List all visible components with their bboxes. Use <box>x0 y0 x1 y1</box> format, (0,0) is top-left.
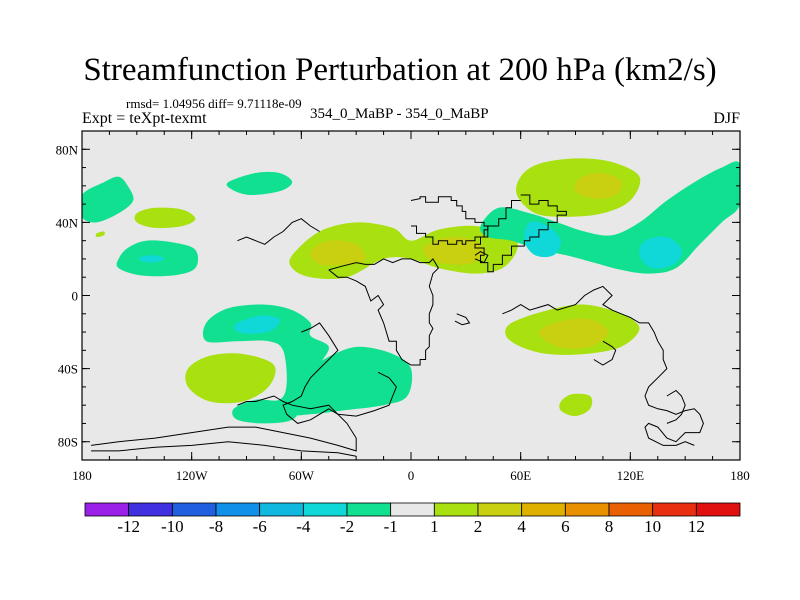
colorbar-label: 10 <box>644 517 661 536</box>
colorbar-box-12 <box>608 502 654 517</box>
coastline-10 <box>474 251 489 264</box>
y-tick-label: 80N <box>56 142 79 157</box>
colorbar-box-7 <box>390 502 435 517</box>
x-tick-label: 180 <box>72 468 92 483</box>
y-tick-label: 40N <box>56 215 79 230</box>
colorbar-box-10 <box>521 502 566 517</box>
colorbar-label: -4 <box>296 517 311 536</box>
x-tick-label: 0 <box>408 468 415 483</box>
colorbar-box-9 <box>477 502 523 517</box>
plot-background <box>82 131 740 460</box>
coastline-9 <box>454 313 471 326</box>
colorbar-label: -1 <box>384 517 398 536</box>
colorbar-box-2 <box>171 502 217 517</box>
y-tick-label: 40S <box>58 362 78 377</box>
colorbar-box-4 <box>259 502 304 517</box>
y-tick-label: 80S <box>58 435 78 450</box>
contour-region-12 <box>524 221 562 258</box>
plot-area <box>82 131 740 460</box>
colorbar-label: 12 <box>688 517 705 536</box>
colorbar-box-8 <box>433 502 479 517</box>
x-tick-label: 120E <box>617 468 645 483</box>
contour-region-0 <box>82 176 134 223</box>
coastline-8 <box>593 340 617 366</box>
axis-ticks: 180 120W 60W 0 60E 120E 180 80N 40N 0 40S 80S <box>56 130 750 483</box>
coastline-6 <box>91 441 357 457</box>
x-tick-label: 180 <box>730 468 750 483</box>
contour-region-16 <box>185 353 276 404</box>
coastline-11 <box>237 218 320 245</box>
colorbar-label: 6 <box>561 517 570 536</box>
coastline-3 <box>502 285 704 446</box>
colorbar-label: 1 <box>430 517 439 536</box>
x-tick-label: 60W <box>289 468 315 483</box>
colorbar-label: -10 <box>161 517 184 536</box>
coastline-5 <box>91 395 357 452</box>
contour-region-13 <box>639 236 682 269</box>
colorbar-box-0 <box>84 502 130 517</box>
colorbar-box-11 <box>564 502 610 517</box>
contour-region-3 <box>95 231 105 238</box>
colorbar-label: -8 <box>209 517 223 536</box>
contour-region-1 <box>226 171 293 196</box>
contour-region-17 <box>283 346 413 416</box>
coastline-7 <box>666 389 686 424</box>
contour-region-7 <box>310 240 366 266</box>
contour-region-5 <box>138 255 165 263</box>
colorbar-box-3 <box>215 502 261 517</box>
colorbar-box-14 <box>695 502 741 517</box>
y-tick-label: 0 <box>72 289 79 304</box>
colorbar: -12 -10 -8 -6 -4 -2 -1 1 2 4 6 8 10 12 <box>84 502 741 536</box>
colorbar-label: -2 <box>340 517 354 536</box>
x-tick-label: 120W <box>176 468 209 483</box>
case-label: 354_0_MaBP - 354_0_MaBP <box>310 106 489 122</box>
colorbar-box-6 <box>346 502 392 517</box>
coastline-1 <box>474 194 567 273</box>
contour-region-20 <box>559 393 593 417</box>
experiment-label: Expt = teXpt-texmt <box>82 110 207 127</box>
contour-region-15 <box>234 315 280 334</box>
chart-title: Streamfunction Perturbation at 200 hPa (… <box>83 52 717 88</box>
coastlines <box>91 194 704 457</box>
season-label: DJF <box>713 110 740 127</box>
stats-text: rmsd= 1.04956 diff= 9.71118e-09 <box>126 96 302 111</box>
colorbar-box-13 <box>652 502 697 517</box>
colorbar-label: 4 <box>517 517 526 536</box>
contour-region-2 <box>134 207 196 229</box>
coastline-0 <box>410 196 489 245</box>
x-tick-label: 60E <box>510 468 531 483</box>
contour-region-10 <box>574 172 623 199</box>
colorbar-box-5 <box>302 502 348 517</box>
coastline-2 <box>328 258 440 366</box>
colorbar-label: 8 <box>605 517 614 536</box>
contour-regions <box>82 158 740 424</box>
contour-region-19 <box>538 318 609 349</box>
colorbar-label: -6 <box>253 517 267 536</box>
colorbar-box-1 <box>128 502 173 517</box>
colorbar-label: -12 <box>117 517 140 536</box>
coastline-4 <box>282 322 397 424</box>
colorbar-label: 2 <box>474 517 483 536</box>
